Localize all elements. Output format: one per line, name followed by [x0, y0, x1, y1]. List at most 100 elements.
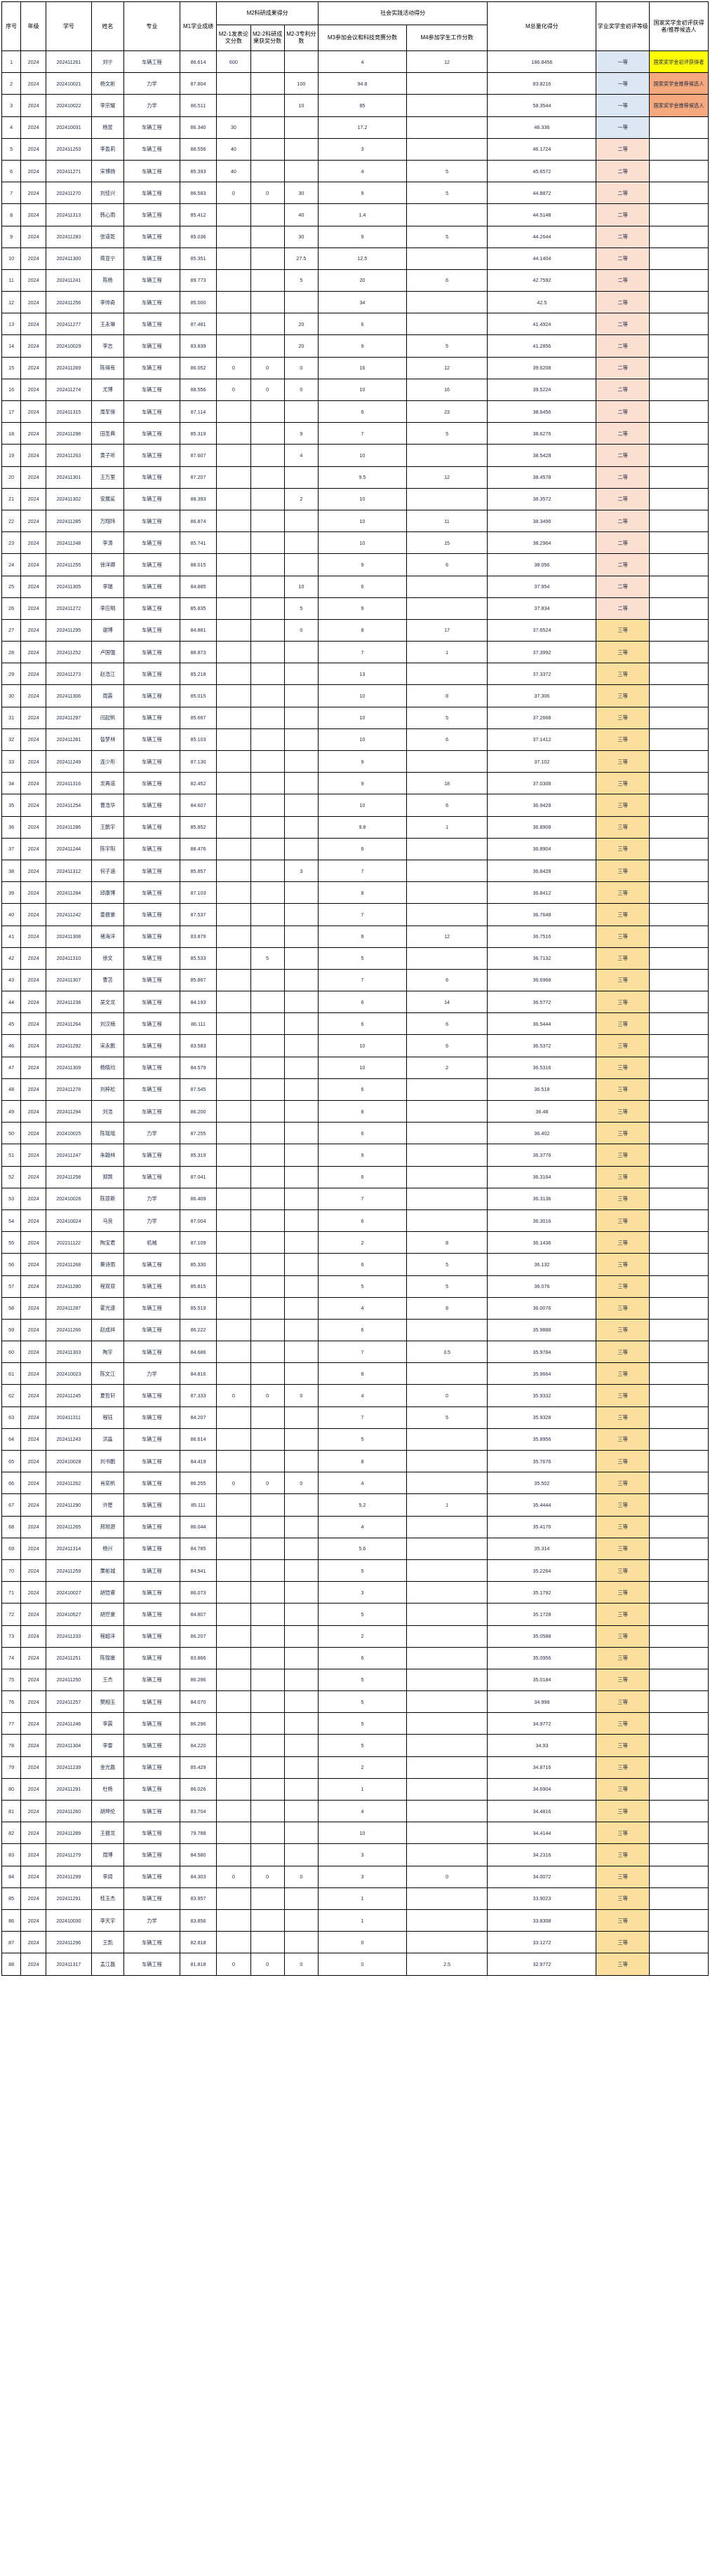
table-row[interactable]: 13 2024 202411277 王永琳 车辆工程 87.481 20 6 41.4924 二等	[1, 313, 709, 336]
table-row[interactable]: 4 2024 202410031 杨昱 车辆工程 86.340 30 17.2 46.336 一等	[1, 116, 709, 139]
table-row[interactable]: 5 2024 202411253 李盈莉 车辆工程 88.556 40 3 46.1724 二等	[1, 137, 709, 161]
table-row[interactable]: 15 2024 202411269 陈得有 车辆工程 86.052 0 0 0 16 12 39.62…	[1, 356, 709, 379]
table-row[interactable]: 49 2024 202411294 刘浩 车辆工程 86.200 8 36.48 三等	[1, 1099, 709, 1123]
table-row[interactable]: 21 2024 202411302 安展鲨 车辆工程 88.393 2 10 38.3572 二等	[1, 487, 709, 510]
table-row[interactable]: 86 2024 202410030 李天宇 力学 83.856 1 33.8308 三等	[1, 1909, 709, 1932]
table-row[interactable]: 18 2024 202411298 田圣典 车辆工程 85.319 9 7 5 38.6276 二等	[1, 422, 709, 445]
table-row[interactable]: 22 2024 202411285 万翔玮 车辆工程 86.874 10 11 38.3496 二…	[1, 509, 709, 533]
table-row[interactable]: 10 2024 202411300 蒋亚宁 车辆工程 85.351 27.5 12.5 44.1…	[1, 247, 709, 270]
table-row[interactable]: 27 2024 202411295 谢博 车辆工程 84.881 0 8 17 37.6524 三等	[1, 618, 709, 642]
row-m2-2-score	[250, 225, 285, 248]
table-row[interactable]: 20 2024 202411301 王万里 车辆工程 87.207 9.5 12 38.4578…	[1, 466, 709, 489]
table-row[interactable]: 80 2024 202411291 杜杨 车辆工程 86.026 1 34.6904 三等	[1, 1777, 709, 1801]
table-row[interactable]: 26 2024 202411272 李应明 车辆工程 85.835 5 9 37.834 二等	[1, 597, 709, 620]
table-row[interactable]: 83 2024 202411279 周博 车辆工程 84.580 3 34.2316 三等	[1, 1843, 709, 1866]
table-row[interactable]: 46 2024 202411292 宋永鹏 车辆工程 83.583 10 6 36.5372 三等	[1, 1034, 709, 1057]
table-row[interactable]: 82 2024 202411289 王振龙 车辆工程 79.788 10 34.4144 三等	[1, 1822, 709, 1845]
row-year: 2024	[20, 1646, 46, 1669]
table-row[interactable]: 14 2024 202410029 李志 车辆工程 83.839 20 9 5 41.2856 二等	[1, 334, 709, 358]
row-award-badge	[649, 1931, 709, 1954]
table-row[interactable]: 67 2024 202411290 许愿 车辆工程 85.111 5.2 1 35.4444 三等	[1, 1493, 709, 1517]
table-row[interactable]: 16 2024 202411274 尤博 车辆工程 88.556 0 0 0 10 16 39.522…	[1, 378, 709, 402]
table-row[interactable]: 37 2024 202411244 陈宇阳 车辆工程 88.476 6 36.8904 三等	[1, 837, 709, 860]
table-row[interactable]: 85 2024 202411291 桂玉杰 车辆工程 83.957 1 33.9023 三等	[1, 1887, 709, 1910]
table-row[interactable]: 84 2024 202411299 李阔 车辆工程 84.303 0 0 0 3 0 34.0072 三…	[1, 1865, 709, 1888]
table-row[interactable]: 63 2024 202411311 程钰 车辆工程 84.207 7 5 35.9328 三等	[1, 1406, 709, 1429]
table-row[interactable]: 60 2024 202411303 陶宇 车辆工程 84.686 7 3.5 35.9784 三等	[1, 1341, 709, 1364]
table-row[interactable]: 54 2024 202410024 马良 力学 87.004 6 36.3016 三等	[1, 1209, 709, 1233]
table-row[interactable]: 76 2024 202411257 樊相玉 车辆工程 84.070 5 34.998 三等	[1, 1690, 709, 1714]
row-m1-score: 86.296	[179, 1712, 217, 1735]
table-row[interactable]: 24 2024 202411255 徐洋卿 车辆工程 88.015 9 6 38.056 二等	[1, 553, 709, 576]
table-row[interactable]: 17 2024 202411315 周军保 车辆工程 87.114 6 23 38.6456 二等	[1, 400, 709, 423]
table-row[interactable]: 81 2024 202411260 胡坤伦 车辆工程 83.704 4 34.4816 三等	[1, 1799, 709, 1823]
table-row[interactable]: 33 2024 202411249 连少彤 车辆工程 87.130 9 37.102 三等	[1, 750, 709, 773]
table-row[interactable]: 9 2024 202411283 张道乾 车辆工程 85.036 30 9 5 44.2644 二等	[1, 225, 709, 248]
table-row[interactable]: 25 2024 202411305 李瑞 车辆工程 84.885 10 6 37.954 二等	[1, 575, 709, 598]
table-row[interactable]: 73 2024 202411233 程超洋 车辆工程 86.207 2 35.0588 三等	[1, 1625, 709, 1648]
table-row[interactable]: 47 2024 202411309 杨晓均 车辆工程 84.579 10 2 36.5316 三等	[1, 1056, 709, 1079]
table-row[interactable]: 61 2024 202410023 陈文江 力学 84.816 8 35.9664 三等	[1, 1362, 709, 1385]
table-row[interactable]: 6 2024 202411271 宋博扬 车辆工程 85.393 40 4 5 45.6572 二等	[1, 159, 709, 183]
table-row[interactable]: 45 2024 202411264 刘汉楠 车辆工程 86.111 6 6 36.5444 三等	[1, 1012, 709, 1036]
table-row[interactable]: 55 2024 202211122 陶宝君 机械 87.109 2 8 36.1436 三等	[1, 1231, 709, 1254]
table-row[interactable]: 58 2024 202411287 霍光速 车辆工程 85.519 4 8 36.0076 三等	[1, 1296, 709, 1320]
table-row[interactable]: 52 2024 202411258 郑觊 车辆工程 87.041 6 36.3164 三等	[1, 1165, 709, 1188]
table-row[interactable]: 66 2024 202411262 肖奕帆 车辆工程 86.255 0 0 0 4 35.502 三等	[1, 1472, 709, 1495]
table-row[interactable]: 65 2024 202410028 刘书鹏 车辆工程 84.419 8 35.7676 三等	[1, 1449, 709, 1473]
table-row[interactable]: 75 2024 202411250 王杰 车辆工程 86.296 5 35.0184 三等	[1, 1668, 709, 1692]
table-row[interactable]: 44 2024 202411238 吴文龙 车辆工程 84.193 6 14 36.5772 三等	[1, 991, 709, 1014]
table-row[interactable]: 71 2024 202410027 胡恺睿 车辆工程 86.073 3 35.1792 三等	[1, 1581, 709, 1604]
table-row[interactable]: 38 2024 202411312 何子涵 车辆工程 85.857 3 7 36.8428 三等	[1, 859, 709, 883]
table-row[interactable]: 87 2024 202411296 王凯 车辆工程 82.818 0 33.1272 三等	[1, 1931, 709, 1954]
row-index: 16	[1, 378, 22, 402]
table-row[interactable]: 79 2024 202411239 金光磊 车辆工程 85.429 2 34.8716 三等	[1, 1756, 709, 1779]
table-row[interactable]: 56 2024 202411268 蔡诗雨 车辆工程 85.330 6 5 36.132 三等	[1, 1253, 709, 1276]
table-row[interactable]: 35 2024 202411254 曹浩华 车辆工程 84.607 10 6 36.9428 三等	[1, 794, 709, 817]
table-row[interactable]: 68 2024 202411265 邢旭源 车辆工程 86.044 4 35.4176 三等	[1, 1515, 709, 1538]
table-row[interactable]: 41 2024 202411308 褚海洋 车辆工程 83.879 8 12 36.7516 三等	[1, 925, 709, 948]
table-row[interactable]: 8 2024 202411313 韩心雨 车辆工程 85.412 40 1.4 44.5148 二…	[1, 203, 709, 226]
table-row[interactable]: 36 2024 202411286 王鹏宇 车辆工程 85.852 9.8 1 36.8908 三…	[1, 815, 709, 839]
table-row[interactable]: 64 2024 202411243 洪淼 车辆工程 86.614 5 35.8956 三等	[1, 1428, 709, 1451]
table-row[interactable]: 3 2024 202410022 李宗耀 力学 86.511 10 85 58.3544 一等 国家…	[1, 94, 709, 117]
table-row[interactable]: 62 2024 202411245 夏哲轩 车辆工程 87.333 0 0 0 4 0 35.9332…	[1, 1384, 709, 1407]
table-row[interactable]: 31 2024 202411297 闫起帆 车辆工程 85.667 10 5 37.2668 三等	[1, 706, 709, 729]
table-row[interactable]: 51 2024 202411247 朱翰林 车辆工程 85.319 9 36.3776 三等	[1, 1144, 709, 1167]
table-row[interactable]: 23 2024 202411248 李涛 车辆工程 85.741 10 15 38.2964 二等	[1, 531, 709, 555]
table-row[interactable]: 11 2024 202411241 陈杨 车辆工程 89.773 5 20 6 42.7592 二等	[1, 269, 709, 292]
table-row[interactable]: 1 2024 202411261 刘宁 车辆工程 86.614 600 4 12 186.8456…	[1, 50, 709, 74]
table-row[interactable]: 50 2024 202410025 陈瑶瑶 力学 87.255 6 36.402 三等	[1, 1122, 709, 1145]
table-row[interactable]: 34 2024 202411316 龙再道 车辆工程 82.452 9 18 37.0308 三等	[1, 772, 709, 795]
table-row[interactable]: 39 2024 202411284 邱康博 车辆工程 87.103 8 36.8412 三等	[1, 881, 709, 904]
table-row[interactable]: 2 2024 202410021 杨文彬 力学 87.804 100 94.8 83.8216 一…	[1, 72, 709, 95]
table-row[interactable]: 69 2024 202411314 杨兴 车辆工程 84.785 5.6 35.314 三等	[1, 1537, 709, 1560]
table-row[interactable]: 72 2024 202410527 胡世豪 车辆工程 84.807 5 35.1728 三等	[1, 1603, 709, 1626]
table-row[interactable]: 59 2024 202411266 赵成祥 车辆工程 86.222 6 35.9888 三等	[1, 1318, 709, 1342]
table-row[interactable]: 77 2024 202411246 李震 车辆工程 86.296 5 34.9772 三等	[1, 1712, 709, 1735]
table-row[interactable]: 32 2024 202411281 昝梦林 车辆工程 85.103 10 6 37.1412 三等	[1, 728, 709, 752]
row-award-badge	[649, 247, 709, 270]
table-row[interactable]: 57 2024 202411280 程双双 车辆工程 85.815 5 5 36.076 三等	[1, 1275, 709, 1298]
table-row[interactable]: 12 2024 202411256 李帅奇 车辆工程 85.000 34 42.5 二等	[1, 291, 709, 314]
table-row[interactable]: 43 2024 202411307 曹苫 车辆工程 85.867 7 6 36.6968 三等	[1, 968, 709, 992]
table-row[interactable]: 40 2024 202411242 姜振豪 车辆工程 87.537 7 36.7648 三等	[1, 903, 709, 926]
table-row[interactable]: 7 2024 202411270 刘佳兴 车辆工程 86.583 0 0 30 9 5 44.8872…	[1, 182, 709, 205]
table-row[interactable]: 19 2024 202411263 黄子听 车辆工程 87.607 4 10 38.5428 二等	[1, 444, 709, 467]
table-row[interactable]: 70 2024 202411259 栗彬城 车辆工程 84.941 5 35.2264 三等	[1, 1559, 709, 1582]
table-row[interactable]: 78 2024 202411304 李雷 车辆工程 84.220 5 34.93 三等	[1, 1734, 709, 1757]
table-row[interactable]: 53 2024 202410026 陈琼斯 力学 86.409 7 36.3136 三等	[1, 1187, 709, 1210]
row-award-badge	[649, 509, 709, 533]
table-row[interactable]: 28 2024 202411252 卢国强 车辆工程 88.873 7 1 37.3992 三等	[1, 641, 709, 664]
table-row[interactable]: 48 2024 202411278 刘梓松 车辆工程 87.545 6 36.518 三等	[1, 1078, 709, 1101]
table-row[interactable]: 29 2024 202411273 赵浩江 车辆工程 85.218 13 37.3372 三等	[1, 663, 709, 686]
row-m2-1-score	[216, 1822, 251, 1845]
table-row[interactable]: 30 2024 202411306 周震 车辆工程 85.015 10 8 37.306 三等	[1, 684, 709, 707]
row-m2-3-score: 27.5	[283, 247, 319, 270]
row-student-id: 202411302	[45, 487, 92, 510]
table-row[interactable]: 42 2024 202411310 徐文 车辆工程 85.533 5 5 36.7132 三等	[1, 947, 709, 970]
table-row[interactable]: 88 2024 202411317 孟江磊 车辆工程 81.818 0 0 0 0 2.5 32.97…	[1, 1953, 709, 1976]
row-name: 王振龙	[91, 1822, 125, 1845]
table-row[interactable]: 74 2024 202411251 陈锦豪 车辆工程 83.866 6 35.0956 三等	[1, 1646, 709, 1669]
row-total-score: 34.4816	[487, 1799, 597, 1823]
